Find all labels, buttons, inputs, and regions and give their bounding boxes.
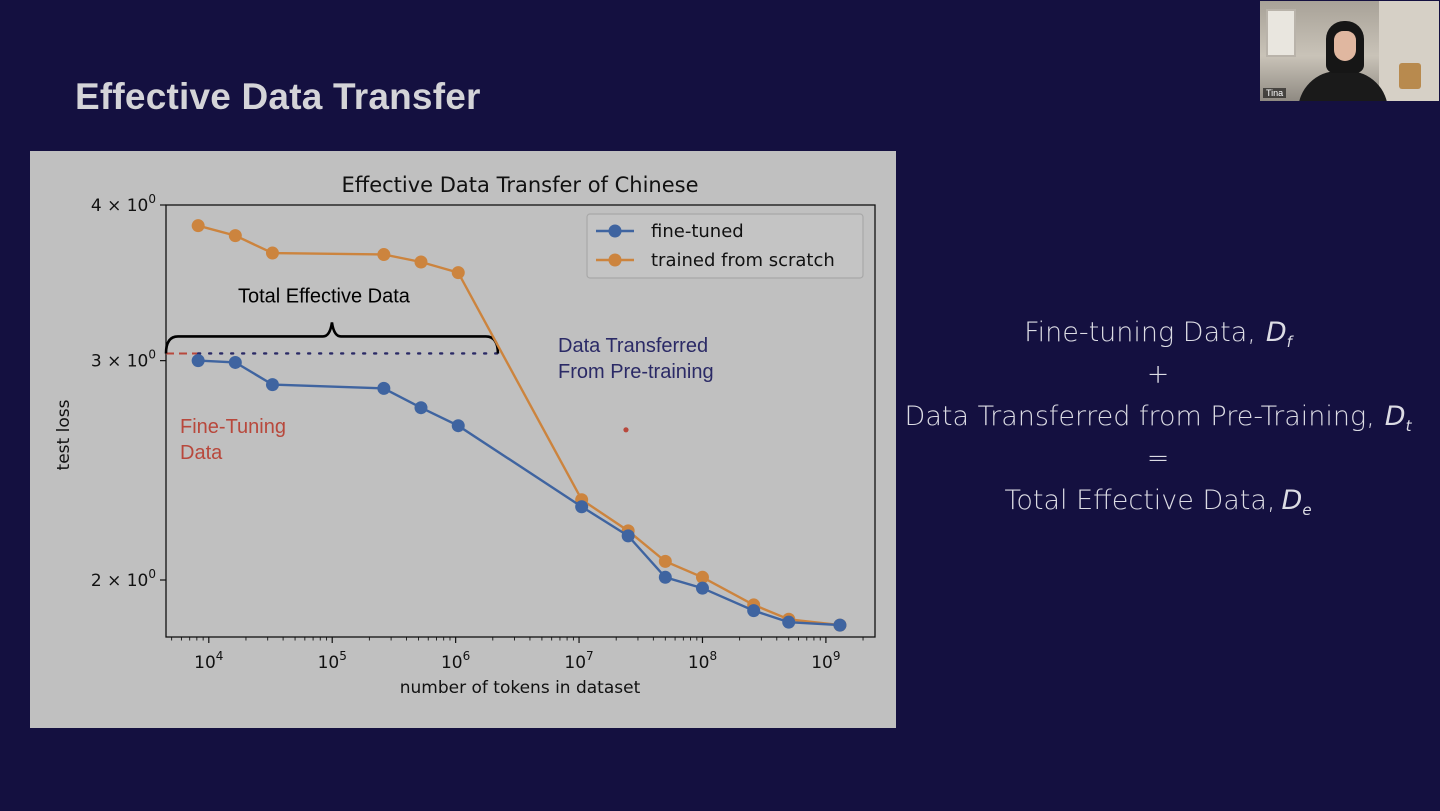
data-point-fine-tuned	[377, 381, 391, 395]
fine-tuning-data-label-line1: Fine-Tuning	[180, 416, 286, 438]
stray-point	[623, 427, 629, 433]
data-point-fine-tuned	[658, 570, 672, 584]
data-point-fine-tuned	[833, 618, 847, 632]
legend-label-fine-tuned: fine-tuned	[651, 221, 744, 242]
x-axis-label: number of tokens in dataset	[400, 678, 641, 698]
data-point-fine-tuned	[191, 354, 205, 368]
y-tick-label: 4 × 100	[91, 192, 156, 216]
chart-svg: Effective Data Transfer of Chinese test …	[54, 173, 876, 698]
equation-transferred-var: Dt	[1384, 401, 1412, 435]
x-tick-label: 108	[688, 649, 717, 673]
total-effective-data-label: Total Effective Data	[238, 285, 411, 307]
participant-name: Tina	[1263, 88, 1287, 98]
data-point-trained-from-scratch	[414, 255, 428, 269]
data-point-trained-from-scratch	[265, 246, 279, 260]
equation-line-total: Total Effective Data, De	[900, 484, 1416, 521]
equation-fine-tuning-var: Df	[1265, 317, 1292, 351]
chart-title: Effective Data Transfer of Chinese	[341, 173, 698, 197]
data-point-fine-tuned	[575, 500, 589, 514]
data-point-fine-tuned	[621, 529, 635, 543]
x-tick-label: 106	[441, 649, 470, 673]
slide-title: Effective Data Transfer	[75, 76, 481, 117]
equation-total-var: De	[1281, 485, 1312, 519]
equation-plus: +	[1146, 359, 1170, 390]
data-transferred-label-line2: From Pre-training	[558, 361, 714, 383]
data-point-fine-tuned	[451, 419, 465, 433]
webcam-thumbnail[interactable]: Tina	[1260, 1, 1439, 101]
x-tick-label: 109	[811, 649, 840, 673]
data-point-fine-tuned	[228, 355, 242, 369]
x-tick-label: 105	[318, 649, 347, 673]
y-tick-label: 3 × 100	[91, 348, 156, 372]
equation-line-fine-tuning: Fine-tuning Data, Df	[900, 316, 1416, 353]
data-transferred-label-line1: Data Transferred	[558, 335, 708, 357]
x-tick-label: 107	[564, 649, 593, 673]
plot-frame	[165, 204, 876, 638]
data-point-trained-from-scratch	[191, 219, 205, 233]
data-point-trained-from-scratch	[451, 266, 465, 280]
chart-panel: Effective Data Transfer of Chinese test …	[30, 151, 896, 728]
x-tick-label: 104	[194, 649, 223, 673]
legend-marker-fine-tuned	[608, 224, 622, 238]
data-point-trained-from-scratch	[658, 554, 672, 568]
data-point-trained-from-scratch	[228, 229, 242, 243]
equation-transferred-text: Data Transferred from Pre-Training,	[904, 401, 1375, 432]
legend-marker-trained-from-scratch	[608, 253, 622, 267]
series-line-fine-tuned	[198, 359, 840, 627]
y-tick-label: 2 × 100	[91, 567, 156, 591]
data-point-fine-tuned	[782, 615, 796, 629]
fine-tuning-data-label-line2: Data	[180, 442, 223, 464]
total-effective-data-bracket	[164, 322, 500, 354]
data-point-trained-from-scratch	[377, 248, 391, 262]
data-point-fine-tuned	[414, 401, 428, 415]
legend: fine-tuned trained from scratch	[586, 213, 864, 279]
y-axis-label: test loss	[54, 399, 74, 470]
data-point-fine-tuned	[265, 378, 279, 392]
equation-fine-tuning-text: Fine-tuning Data,	[1024, 317, 1256, 348]
equation-total-text: Total Effective Data,	[1004, 485, 1276, 516]
data-point-fine-tuned	[747, 604, 761, 618]
legend-box	[586, 213, 864, 279]
data-point-fine-tuned	[695, 581, 709, 595]
data-point-trained-from-scratch	[695, 570, 709, 584]
equation-equals: =	[1146, 443, 1170, 474]
legend-label-trained-from-scratch: trained from scratch	[651, 250, 835, 271]
equation-line-transferred: Data Transferred from Pre-Training, Dt	[900, 400, 1416, 437]
